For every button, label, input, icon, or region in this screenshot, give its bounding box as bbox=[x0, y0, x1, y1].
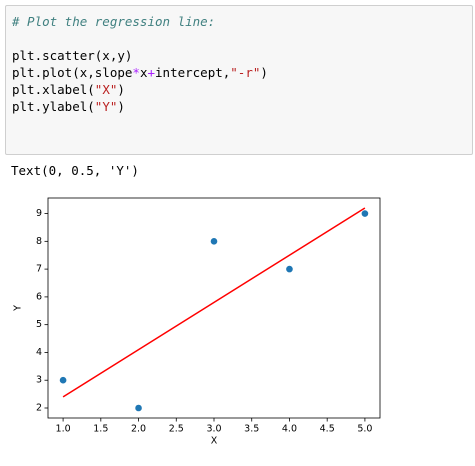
x-tick-label: 1.0 bbox=[56, 424, 71, 435]
code-line: plt.ylabel("Y") bbox=[12, 98, 466, 115]
code-line: plt.plot(x,slope*x+intercept,"-r") bbox=[12, 64, 466, 81]
x-tick-label: 1.5 bbox=[93, 424, 108, 435]
regression-line bbox=[62, 207, 366, 398]
code-comment: # Plot the regression line: bbox=[12, 14, 216, 29]
code-token: + bbox=[147, 65, 156, 80]
y-tick-label: 9 bbox=[36, 208, 42, 219]
x-tick-label: 3.5 bbox=[244, 424, 259, 435]
y-tick-label: 2 bbox=[36, 403, 42, 414]
plot-frame bbox=[47, 197, 381, 419]
code-token: "X" bbox=[94, 82, 118, 97]
code-token: "-r" bbox=[230, 65, 261, 80]
point bbox=[59, 376, 67, 384]
cell-output: Text(0, 0.5, 'Y') bbox=[11, 163, 139, 178]
point bbox=[210, 238, 218, 245]
x-tick-label: 5.0 bbox=[357, 424, 372, 435]
code-token: ) bbox=[117, 82, 125, 97]
x-tick-label: 4.0 bbox=[282, 424, 297, 435]
code-token: ) bbox=[117, 99, 125, 114]
y-tick-label: 6 bbox=[36, 291, 42, 302]
y-tick-label: 8 bbox=[36, 236, 42, 247]
code-token: intercept, bbox=[155, 65, 231, 80]
code-token: ) bbox=[260, 65, 268, 80]
y-tick-label: 5 bbox=[36, 319, 42, 330]
y-tick-label: 7 bbox=[36, 264, 42, 275]
x-tick-label: 2.0 bbox=[131, 424, 146, 435]
code-token: plt.xlabel( bbox=[12, 82, 95, 97]
x-tick-label: 3.0 bbox=[206, 424, 221, 435]
point bbox=[361, 210, 369, 217]
code-token: plt.scatter(x,y) bbox=[12, 48, 133, 63]
code-lines: plt.scatter(x,y) plt.plot(x,slope*x+inter… bbox=[12, 47, 466, 115]
code-token: x bbox=[139, 65, 148, 80]
code-token: "Y" bbox=[94, 99, 118, 114]
code-token: plt.ylabel( bbox=[12, 99, 95, 114]
y-tick-label: 4 bbox=[36, 347, 42, 358]
y-tick-label: 3 bbox=[36, 375, 42, 386]
code-token: * bbox=[132, 65, 140, 80]
y-axis-label: Y bbox=[13, 305, 24, 312]
x-axis-label: X bbox=[211, 436, 218, 447]
point bbox=[286, 265, 293, 273]
x-tick-label: 4.5 bbox=[320, 424, 335, 435]
code-line: plt.scatter(x,y) bbox=[12, 47, 466, 64]
code-cell[interactable]: # Plot the regression line:​plt.scatter(… bbox=[5, 5, 473, 155]
point bbox=[135, 404, 142, 412]
code-line: plt.xlabel("X") bbox=[12, 81, 466, 98]
x-tick-label: 2.5 bbox=[169, 424, 184, 435]
code-token: plt.plot(x,slope bbox=[12, 65, 133, 80]
